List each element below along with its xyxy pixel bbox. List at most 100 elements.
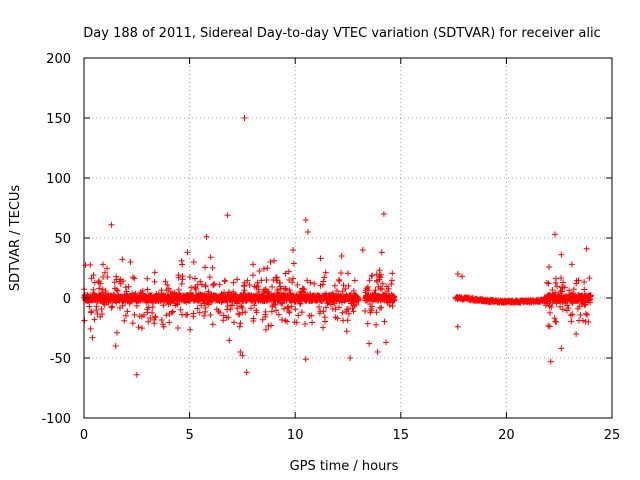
data-point: [207, 254, 214, 261]
data-point: [250, 315, 257, 322]
data-point: [86, 303, 93, 310]
data-point: [244, 277, 251, 284]
data-point: [234, 276, 241, 283]
data-point: [309, 319, 316, 326]
y-tick-label: 200: [46, 52, 71, 67]
data-point: [211, 280, 218, 287]
data-point: [364, 284, 371, 291]
data-point: [166, 310, 173, 317]
data-point: [583, 245, 590, 252]
data-point: [338, 253, 345, 259]
data-point: [242, 309, 249, 316]
data-point: [285, 268, 292, 275]
data-point: [454, 323, 461, 330]
data-point: [267, 259, 274, 266]
data-point: [87, 309, 94, 316]
data-point: [179, 276, 186, 283]
data-point: [290, 260, 297, 267]
data-point: [202, 283, 209, 290]
data-point: [295, 312, 302, 319]
data-point: [308, 312, 315, 319]
data-point: [351, 277, 358, 284]
data-point: [87, 325, 94, 332]
data-point: [247, 305, 254, 312]
data-point: [553, 318, 560, 325]
data-point: [201, 312, 208, 319]
data-point: [144, 275, 151, 282]
data-point: [101, 269, 108, 276]
data-point: [569, 311, 576, 318]
data-point: [174, 325, 181, 332]
data-point: [194, 305, 201, 312]
data-point: [177, 306, 184, 313]
data-point: [336, 304, 343, 311]
y-tick-label: -100: [41, 412, 71, 427]
data-point: [225, 314, 232, 321]
data-point: [253, 309, 260, 316]
data-point: [158, 287, 165, 294]
data-point: [350, 287, 357, 294]
data-point: [546, 309, 553, 316]
data-point: [369, 272, 376, 279]
data-point: [279, 316, 286, 323]
data-point: [547, 358, 554, 365]
data-point: [294, 281, 301, 288]
data-point: [378, 286, 385, 293]
data-point: [581, 278, 588, 285]
data-point: [304, 229, 311, 235]
data-point: [96, 285, 103, 292]
data-point: [113, 286, 120, 293]
data-point: [129, 274, 136, 281]
data-point: [545, 264, 552, 271]
data-point: [125, 283, 132, 290]
data-point: [263, 288, 270, 295]
data-point: [230, 279, 237, 286]
data-point: [293, 319, 300, 326]
data-point: [222, 277, 229, 284]
data-point: [144, 309, 151, 316]
data-point: [144, 286, 151, 293]
data-point: [207, 311, 214, 318]
data-point: [122, 312, 129, 319]
data-point: [302, 356, 309, 363]
data-point: [298, 309, 305, 316]
data-point: [307, 279, 314, 286]
data-point: [551, 231, 558, 238]
data-point: [91, 316, 98, 323]
data-point: [104, 274, 111, 281]
data-point: [254, 279, 261, 286]
data-point: [237, 349, 244, 355]
data-point: [103, 265, 110, 272]
data-point: [239, 305, 246, 312]
data-point: [165, 285, 172, 292]
data-point: [286, 276, 293, 283]
data-point: [321, 274, 328, 281]
data-point: [343, 328, 350, 335]
x-tick-label: 25: [604, 428, 621, 443]
data-point: [285, 303, 292, 310]
data-point: [292, 306, 299, 313]
data-point: [374, 349, 381, 355]
data-point: [239, 352, 246, 359]
data-point: [100, 261, 107, 268]
data-point: [251, 302, 258, 309]
data-point: [133, 371, 140, 378]
data-point: [229, 302, 236, 309]
data-point: [284, 304, 291, 311]
y-axis-tick-labels: -100 -50 0 50 100 150 200: [41, 52, 71, 427]
data-point: [96, 278, 103, 285]
data-point: [231, 319, 238, 326]
data-point: [237, 320, 244, 327]
data-point: [210, 281, 217, 288]
data-point: [378, 249, 385, 256]
data-point: [167, 300, 174, 307]
data-point: [99, 310, 106, 317]
data-point: [166, 319, 173, 326]
data-point: [377, 274, 384, 281]
data-point: [271, 257, 278, 264]
data-point: [366, 340, 373, 347]
data-point: [344, 270, 351, 277]
data-point: [573, 280, 580, 287]
data-point: [345, 282, 352, 289]
x-axis-tick-labels: 0 5 10 15 20 25: [80, 428, 620, 443]
